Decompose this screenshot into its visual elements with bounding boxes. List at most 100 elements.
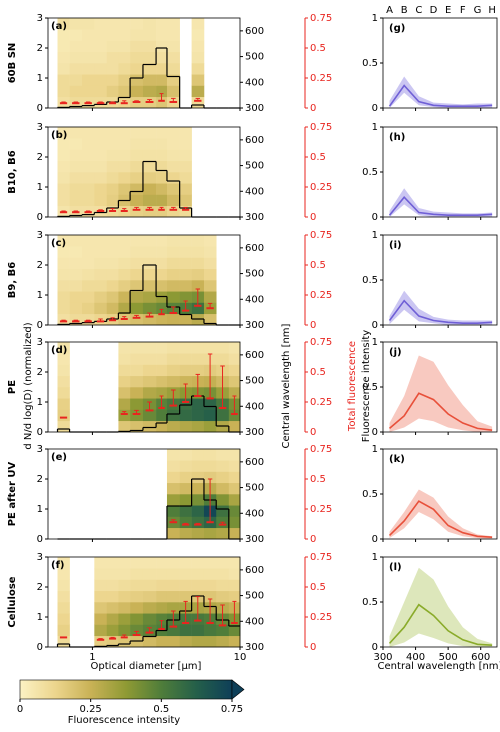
heatmap-cell: [69, 172, 83, 184]
heatmap-cell: [179, 205, 192, 218]
heatmap-cell: [130, 280, 144, 292]
heatmap-cell: [118, 280, 131, 292]
heatmap-cell: [142, 183, 157, 195]
heatmap-cell: [130, 194, 144, 207]
heatmap-cell: [191, 63, 205, 75]
heatmap-cell: [69, 149, 83, 162]
y-tick-label: 3: [37, 122, 43, 133]
heatmap-cell: [191, 471, 205, 484]
heatmap-cell: [156, 635, 168, 648]
y2-tick-label: 500: [245, 591, 264, 602]
heatmap-cell: [118, 624, 131, 637]
heatmap-cell: [179, 516, 192, 529]
heatmap-cell: [203, 246, 217, 258]
y2-tick-label: 500: [245, 161, 264, 172]
heatmap-cell: [179, 557, 192, 569]
heatmap-cell: [203, 257, 217, 270]
heatmap-cell: [118, 387, 131, 399]
y2-tick-label: 400: [245, 616, 264, 627]
heatmap-cell: [142, 51, 157, 64]
heatmap-cell: [142, 63, 157, 75]
heatmap-cell: [57, 194, 70, 207]
heatmap-cell: [179, 590, 192, 603]
heatmap-cell: [142, 268, 157, 281]
heatmap-cell: [191, 342, 205, 354]
heatmap-cell: [130, 420, 144, 433]
heatmap-cell: [166, 183, 180, 195]
heatmap-cell: [94, 602, 108, 614]
heatmap-cell: [166, 194, 180, 207]
heatmap-cell: [57, 40, 70, 53]
heatmap-cell: [191, 235, 205, 247]
heatmap-cell: [82, 268, 95, 281]
heatmap-cell: [57, 74, 70, 86]
y3-tick-label: 0.75: [310, 552, 332, 563]
y-tick-label: 0.5: [362, 597, 378, 608]
heatmap-cell: [191, 364, 205, 377]
y-tick-label: 0: [372, 427, 378, 438]
heatmap-cell: [118, 635, 131, 648]
colorbar-label: Fluorescence intensity: [68, 715, 180, 726]
heatmap-cell: [142, 205, 157, 218]
heatmap-cell: [57, 602, 70, 614]
heatmap-cell: [69, 280, 83, 292]
heatmap-cell: [191, 482, 205, 495]
heatmap-cell: [203, 409, 217, 422]
heatmap-cell: [118, 602, 131, 614]
heatmap-cell: [166, 257, 180, 270]
panel-label: (c): [51, 238, 66, 249]
heatmap-cell: [130, 375, 144, 388]
heatmap-cell: [130, 235, 144, 247]
mean-line: [388, 603, 493, 646]
heatmap-cell: [156, 18, 168, 30]
heatmap-cell: [142, 313, 157, 326]
y3-axis-label: Total fluorescence: [347, 341, 358, 432]
y2-tick-label: 600: [245, 243, 264, 254]
heatmap-cell: [94, 257, 108, 270]
heatmap-cell: [142, 40, 157, 53]
heatmap-cell: [142, 280, 157, 292]
heatmap-cell: [82, 291, 95, 303]
heatmap-cell: [179, 471, 192, 484]
spread-band: [389, 188, 493, 217]
y-tick-label: 0.5: [362, 489, 378, 500]
y-tick-label: 1: [37, 504, 43, 515]
heatmap-cell: [166, 235, 180, 247]
heatmap-cell: [57, 353, 70, 365]
heatmap-cell: [130, 557, 144, 569]
heatmap-cell: [156, 29, 168, 41]
heatmap-cell: [57, 409, 70, 422]
heatmap-cell: [118, 557, 131, 569]
y3-tick-label: 0.75: [310, 444, 332, 455]
heatmap-cell: [216, 568, 230, 580]
heatmap-cell: [191, 635, 205, 648]
channel-label: H: [488, 5, 496, 16]
heatmap-cell: [130, 613, 144, 625]
heatmap-cell: [82, 51, 95, 64]
heatmap-cell: [82, 257, 95, 270]
panel-label: (f): [51, 560, 65, 571]
y3-tick-label: 0: [310, 427, 316, 438]
spread-band: [389, 76, 493, 108]
heatmap-cell: [142, 364, 157, 377]
y-tick-label: 0: [372, 534, 378, 545]
heatmap-cell: [179, 579, 192, 592]
heatmap-cell: [179, 635, 192, 648]
y-tick-label: 1: [372, 122, 378, 133]
heatmap-cell: [216, 482, 230, 495]
heatmap-cell: [203, 579, 217, 592]
heatmap-cell: [118, 353, 131, 365]
y3-tick-label: 0: [310, 642, 316, 653]
heatmap-cell: [57, 364, 70, 377]
heatmap-cell: [94, 624, 108, 637]
heatmap-cell: [57, 29, 70, 41]
y-tick-label: 2: [37, 43, 43, 54]
heatmap-cell: [156, 235, 168, 247]
heatmap-cell: [130, 568, 144, 580]
heatmap-cell: [130, 160, 144, 173]
heatmap-cell: [130, 302, 144, 315]
y-tick-label: 1: [37, 290, 43, 301]
heatmap-cell: [142, 302, 157, 315]
heatmap-cell: [166, 635, 180, 648]
axes-frame: [47, 17, 241, 109]
